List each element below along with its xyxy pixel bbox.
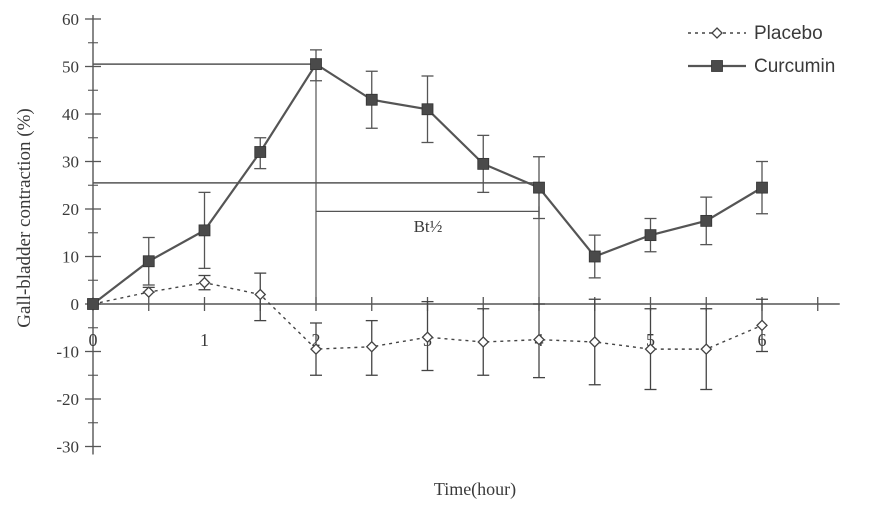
y-axis-label: Gall-bladder contraction (%)	[14, 108, 35, 327]
data-point-placebo	[644, 343, 657, 356]
y-tick-label: 40	[62, 105, 79, 124]
x-tick-label: 1	[200, 330, 209, 350]
data-point-curcumin	[365, 93, 378, 106]
y-tick-label: 30	[62, 153, 79, 172]
legend-marker-curcumin	[711, 60, 723, 72]
legend-marker-placebo	[711, 27, 723, 39]
data-point-curcumin	[533, 181, 545, 194]
y-tick-label: 10	[62, 248, 79, 267]
data-point-curcumin	[142, 255, 155, 268]
data-point-curcumin	[477, 157, 490, 170]
data-point-placebo	[477, 336, 490, 348]
y-tick-label: 20	[62, 200, 79, 219]
data-point-curcumin	[644, 229, 657, 242]
bt-half-label: Bt½	[414, 217, 443, 236]
data-point-placebo	[142, 286, 155, 299]
y-tick-label: -20	[56, 390, 79, 409]
data-point-curcumin	[198, 224, 211, 237]
data-point-placebo	[533, 333, 545, 346]
data-point-curcumin	[310, 58, 322, 71]
legend-label-curcumin: Curcumin	[754, 56, 835, 77]
data-point-placebo	[421, 331, 434, 344]
data-point-curcumin	[588, 250, 601, 263]
data-point-placebo	[700, 343, 713, 356]
y-tick-label: -10	[56, 343, 79, 362]
data-point-curcumin	[254, 146, 267, 158]
legend-label-placebo: Placebo	[754, 23, 823, 44]
data-point-curcumin	[756, 181, 768, 194]
data-point-curcumin	[87, 298, 99, 310]
y-tick-label: 50	[62, 58, 79, 77]
y-tick-label: -30	[56, 438, 79, 457]
data-point-curcumin	[421, 103, 434, 116]
data-point-placebo	[588, 336, 601, 348]
x-tick-label: 0	[89, 330, 98, 350]
y-tick-label: 60	[62, 10, 79, 29]
data-point-placebo	[756, 319, 768, 332]
data-point-curcumin	[700, 214, 713, 227]
data-point-placebo	[365, 340, 378, 353]
data-point-placebo	[310, 343, 322, 356]
x-axis-label: Time(hour)	[434, 479, 516, 500]
data-point-placebo	[198, 276, 211, 289]
y-tick-label: 0	[71, 295, 80, 314]
data-point-placebo	[254, 288, 267, 301]
